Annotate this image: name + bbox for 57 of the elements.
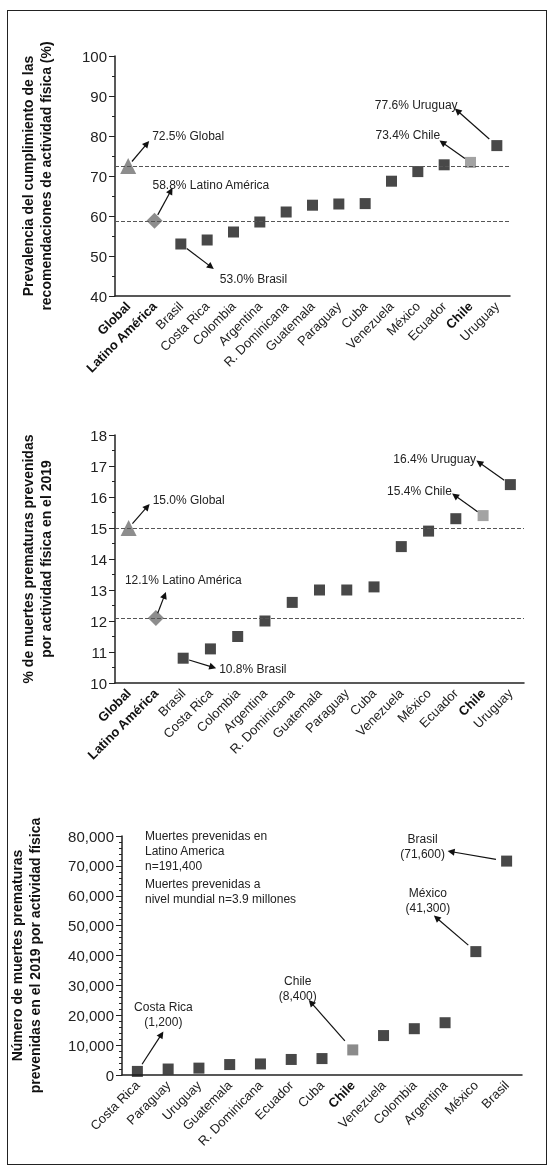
y-tick-label: 14	[90, 550, 107, 568]
annotation: 10.8% Brasil	[219, 662, 287, 677]
annotation: 58.8% Latino América	[152, 177, 270, 192]
annotation: Brasil (71,600)	[400, 831, 445, 861]
annotation: 72.5% Global	[152, 129, 225, 143]
y-tick-label: 16	[90, 488, 107, 506]
y-tick-label: 100	[81, 47, 107, 65]
point	[501, 855, 513, 867]
annotation: 16.4% Uruguay	[393, 451, 477, 466]
annotation: 53.0% Brasil	[219, 272, 288, 286]
y-tick-label: 13	[90, 581, 107, 599]
y-tick-label: 0	[105, 1066, 114, 1084]
y-tick-label: 90	[90, 87, 107, 105]
point	[285, 1053, 297, 1065]
y-tick-label: 18	[90, 426, 107, 444]
point	[439, 1017, 451, 1029]
annotation: Muertes prevenidas a nivel mundial n=3.9 millones	[145, 876, 297, 906]
annotation: 77.6% Uruguay	[374, 97, 458, 112]
annotation: México (41,300)	[405, 886, 451, 916]
y-tick-label: 20,000	[68, 1006, 114, 1024]
y-tick-label: 11	[91, 643, 107, 661]
point	[470, 946, 482, 958]
y-tick-label: 70,000	[68, 857, 114, 875]
y-tick-label: 40	[90, 287, 107, 305]
point	[131, 1065, 143, 1077]
point	[378, 1030, 390, 1042]
y-tick-label: 50,000	[68, 917, 114, 935]
y-tick-label: 12	[90, 612, 107, 630]
y-tick-label: 60	[90, 207, 107, 225]
annotation: Muertes prevenidas en Latino America n=191,400	[145, 828, 268, 873]
annotation: 15.0% Global	[152, 493, 225, 507]
point	[162, 1063, 174, 1075]
point	[254, 1058, 266, 1070]
annotation: 73.4% Chile	[375, 128, 441, 143]
annotation: 15.4% Chile	[387, 483, 453, 498]
y-tick-label: 30,000	[68, 976, 114, 994]
annotation: 12.1% Latino América	[124, 572, 242, 587]
y-axis-title: % de muertes prematuras prevenidas por actividad física en el 2019	[20, 434, 54, 684]
y-tick-label: 10	[90, 674, 107, 692]
y-tick-label: 40,000	[68, 947, 114, 964]
annotation: Costa Rica (1,200)	[134, 999, 194, 1029]
point	[224, 1059, 236, 1071]
y-tick-label: 80,000	[68, 827, 114, 845]
y-tick-label: 15	[90, 519, 107, 537]
y-tick-label: 50	[90, 247, 107, 265]
y-axis-title: Prevalencia del cumplimiento de las recomendaciones de actividad física (%)	[20, 41, 54, 311]
y-tick-label: 80	[90, 127, 107, 145]
y-tick-label: 70	[90, 167, 107, 185]
y-tick-label: 60,000	[68, 887, 114, 905]
point	[347, 1044, 359, 1056]
point	[316, 1053, 328, 1065]
point	[193, 1062, 205, 1074]
point	[408, 1023, 420, 1035]
y-axis-title: Número de muertes prematuras prevenidas en el 2019 por actividad física	[9, 817, 43, 1094]
y-tick-label: 10,000	[68, 1036, 114, 1054]
y-tick-label: 17	[90, 457, 107, 475]
annotation: Chile (8,400)	[278, 974, 317, 1004]
